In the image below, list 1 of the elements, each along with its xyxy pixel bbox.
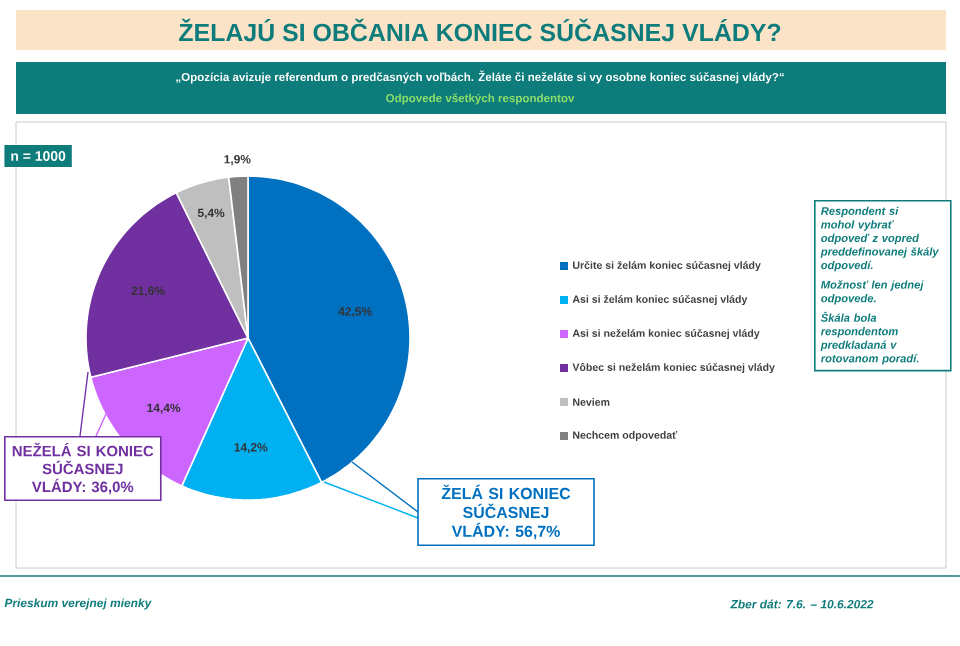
chart-title: ŽELAJÚ SI OBČANIA KONIEC SÚČASNEJ VLÁDY? [179,18,781,42]
